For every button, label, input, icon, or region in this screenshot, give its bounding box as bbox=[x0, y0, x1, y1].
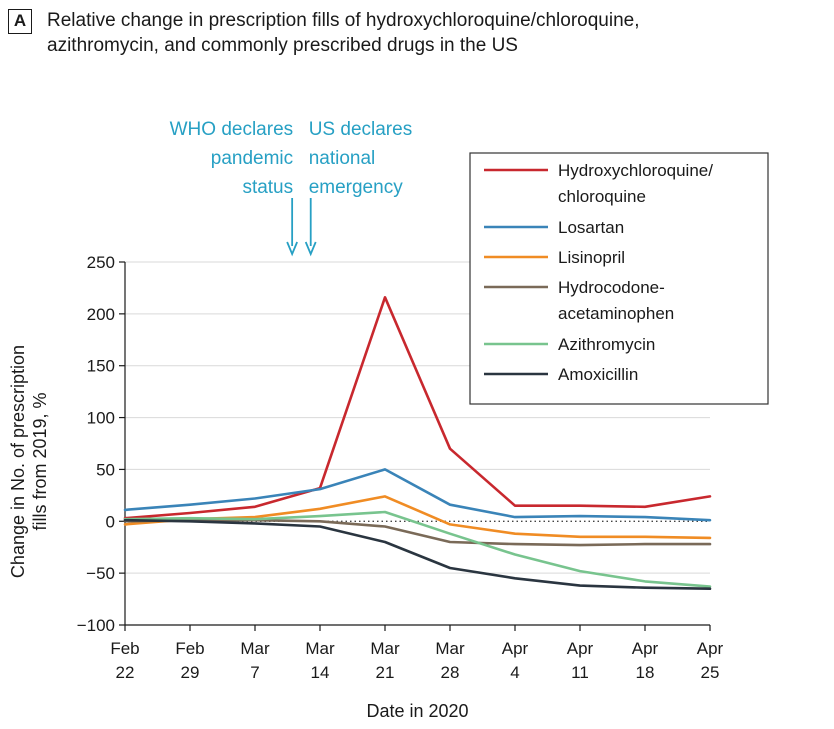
annotation-arrow-head bbox=[304, 241, 317, 257]
x-tick-label: Apr 4 bbox=[502, 639, 529, 682]
legend-entry-line: Lisinopril bbox=[558, 248, 625, 267]
figure-title: Relative change in prescription fills of… bbox=[47, 8, 827, 58]
series-line bbox=[123, 295, 712, 520]
y-tick-label: 0 bbox=[106, 512, 115, 531]
x-tick-label-line: 18 bbox=[636, 663, 655, 682]
x-tick-label-line: 29 bbox=[181, 663, 200, 682]
annotation-label: WHO declares pandemic status bbox=[170, 119, 294, 198]
x-tick-label-line: 4 bbox=[510, 663, 519, 682]
annotation-arrow-head bbox=[286, 241, 298, 257]
annotation-label-line: US declares bbox=[309, 119, 413, 140]
legend-entry: Hydrocodone-acetaminophen bbox=[558, 278, 674, 323]
legend-entry: Azithromycin bbox=[558, 335, 655, 354]
figure-title-line-2: azithromycin, and commonly prescribed dr… bbox=[47, 35, 518, 56]
x-tick-label: Feb 22 bbox=[110, 639, 139, 682]
y-axis-title-line: fills from 2019, % bbox=[30, 392, 50, 530]
y-axis-title: Change in No. of prescription fills from … bbox=[8, 345, 50, 578]
x-tick-label-line: 22 bbox=[116, 663, 135, 682]
x-tick-label-line: Apr bbox=[697, 639, 724, 658]
legend-entry: Lisinopril bbox=[558, 248, 625, 267]
x-tick-label-line: Apr bbox=[632, 639, 659, 658]
series-line bbox=[123, 518, 712, 591]
y-tick-label: 100 bbox=[87, 409, 115, 428]
y-axis-title-line: Change in No. of prescription bbox=[8, 345, 28, 578]
x-tick-label: Mar 14 bbox=[305, 639, 335, 682]
series-line bbox=[123, 518, 712, 547]
x-tick-label-line: 28 bbox=[441, 663, 460, 682]
figure-title-line-1: Relative change in prescription fills of… bbox=[47, 10, 640, 31]
x-tick-label: Mar 7 bbox=[240, 639, 270, 682]
legend-entry-line: Hydrocodone- bbox=[558, 278, 665, 297]
annotation-label-line: status bbox=[242, 177, 293, 198]
x-tick-label: Mar 21 bbox=[370, 639, 400, 682]
y-tick-label: −100 bbox=[77, 616, 115, 635]
event-annotations: WHO declares pandemic status US declares nat… bbox=[170, 119, 413, 257]
x-tick-label: Mar 28 bbox=[435, 639, 465, 682]
legend-entry-line: Hydroxychloroquine/ bbox=[558, 161, 713, 180]
y-tick-label: 150 bbox=[87, 357, 115, 376]
x-tick-label-line: 25 bbox=[701, 663, 720, 682]
legend-entry-line: Amoxicillin bbox=[558, 365, 638, 384]
x-tick-label: Feb 29 bbox=[175, 639, 204, 682]
legend: Hydroxychloroquine/chloroquine Losartan Li… bbox=[469, 152, 769, 405]
legend-entry-line: acetaminophen bbox=[558, 304, 674, 323]
legend-entry: Losartan bbox=[558, 218, 624, 237]
axes: 250 200 150 100 50 0 −50 −100 Feb 22 Feb 29 Mar 7 Mar 1… bbox=[8, 253, 724, 721]
x-tick-label-line: Feb bbox=[110, 639, 139, 658]
legend-entry-line: Losartan bbox=[558, 218, 624, 237]
series-line bbox=[123, 510, 712, 588]
y-tick-label: −50 bbox=[86, 564, 115, 583]
x-tick-label: Apr 18 bbox=[632, 639, 659, 682]
annotation-label: US declares national emergency bbox=[309, 119, 413, 198]
x-tick-label-line: Feb bbox=[175, 639, 204, 658]
legend-entry-line: chloroquine bbox=[558, 187, 646, 206]
series-lines bbox=[123, 295, 712, 591]
panel-letter: A bbox=[8, 9, 32, 34]
legend-entry: Amoxicillin bbox=[558, 365, 638, 384]
legend-box bbox=[469, 152, 769, 405]
legend-entry-line: Azithromycin bbox=[558, 335, 655, 354]
y-tick-label: 50 bbox=[96, 460, 115, 479]
x-tick-label-line: Mar bbox=[435, 639, 465, 658]
x-tick-label: Apr 25 bbox=[697, 639, 724, 682]
x-tick-label-line: 14 bbox=[311, 663, 330, 682]
x-tick-label-line: 7 bbox=[250, 663, 259, 682]
x-axis-title: Date in 2020 bbox=[366, 701, 468, 721]
x-tick-label-line: Mar bbox=[370, 639, 400, 658]
x-tick-label: Apr 11 bbox=[567, 639, 594, 682]
annotation-label-line: pandemic bbox=[211, 148, 293, 169]
annotation-label-line: emergency bbox=[309, 177, 403, 198]
series-line bbox=[123, 468, 712, 522]
annotation-label-line: WHO declares bbox=[170, 119, 294, 140]
x-tick-label-line: Apr bbox=[567, 639, 594, 658]
y-tick-label: 250 bbox=[87, 253, 115, 272]
x-tick-label-line: 21 bbox=[376, 663, 395, 682]
x-tick-label-line: Apr bbox=[502, 639, 529, 658]
y-tick-label: 200 bbox=[87, 305, 115, 324]
x-tick-label-line: Mar bbox=[240, 639, 270, 658]
legend-entry: Hydroxychloroquine/chloroquine bbox=[558, 161, 713, 206]
annotation-label-line: national bbox=[309, 148, 376, 169]
x-tick-label-line: 11 bbox=[571, 663, 589, 682]
x-tick-label-line: Mar bbox=[305, 639, 335, 658]
